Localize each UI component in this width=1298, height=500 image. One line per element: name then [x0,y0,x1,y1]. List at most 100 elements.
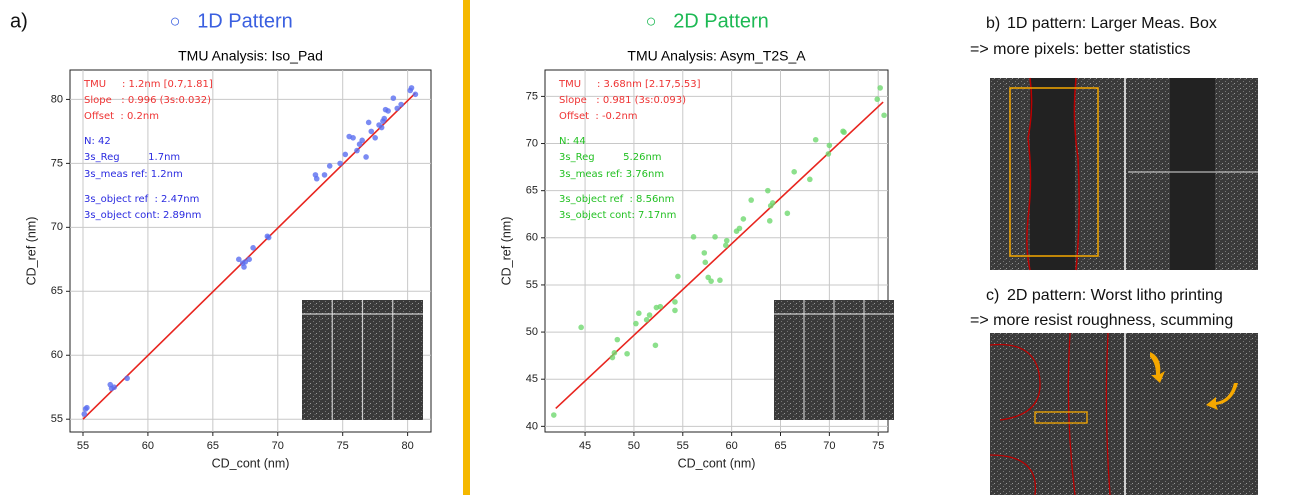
point [722,242,729,249]
y-tick-label: 65 [51,285,63,297]
meas-box [1009,87,1099,257]
x-axis-label: CD_cont (nm) [678,456,756,470]
point [740,216,747,222]
x-axis-label: CD_cont (nm) [212,456,290,470]
point [241,264,247,270]
point [313,175,320,182]
point [812,136,819,143]
side-text: => more resist roughness, scumming [970,312,1233,329]
annotation: Offset : -0.2nm [559,111,638,122]
annotation: 3s_Reg 1.7nm [84,152,180,163]
x-tick-label: 50 [628,440,640,452]
annotation: 3s_meas ref: 1.2nm [84,169,183,180]
contour [1026,77,1080,271]
point [881,112,887,119]
point [368,128,375,135]
sem-image [990,333,1258,495]
arrow [1206,383,1238,410]
side-label: b) [986,15,1000,32]
annotation: Slope : 0.981 (3s:0.093) [559,95,686,106]
point [643,317,650,323]
point [342,151,349,158]
side-panel-b: b) 1D pattern: Larger Meas. Box => more … [970,15,1258,271]
point [350,134,356,141]
annotation: 3s_meas ref: 3.76nm [559,169,664,180]
fit-line [82,92,416,420]
y-tick-label: 50 [526,326,538,338]
point [675,273,681,280]
y-tick-label: 80 [51,93,63,105]
point [250,245,256,251]
y-tick-label: 70 [51,221,63,233]
divider [463,0,470,495]
annotation: Slope : 0.996 (3s:0.032) [84,95,211,106]
x-tick-label: 70 [272,440,284,452]
side-text: 1D pattern: Larger Meas. Box [1007,15,1217,32]
point [378,124,385,131]
y-tick-label: 40 [526,420,538,432]
point [354,147,360,154]
point [412,91,419,98]
y-tick-label: 60 [526,232,538,244]
line-dark [1030,78,1075,270]
point [394,105,401,112]
point [550,412,557,418]
annotation: 3s_object ref : 8.56nm [559,194,674,205]
y-tick-label: 75 [51,157,63,169]
header-title: 2D Pattern [673,10,769,32]
x-tick-label: 65 [207,440,219,452]
point [408,85,415,91]
header-marker: ○ [646,11,657,31]
chart-title: TMU Analysis: Asym_T2S_A [627,48,806,64]
point [712,234,718,240]
point [690,234,697,240]
meas-box [1034,411,1088,424]
point [365,119,372,126]
annotation: TMU : 3.68nm [2.17,5.53] [558,79,701,90]
y-axis-label: CD_ref (nm) [499,217,513,286]
annotation: Offset : 0.2nm [84,111,159,122]
point [236,256,242,263]
point [825,151,832,157]
point [791,169,797,175]
annotation: 3s_object cont: 7.17nm [559,210,676,221]
point [646,312,653,318]
point [385,108,391,114]
y-tick-label: 70 [526,137,538,149]
point [578,324,584,331]
x-tick-label: 65 [774,440,786,452]
point [611,350,618,356]
y-tick-label: 55 [526,279,538,291]
point [398,101,404,108]
point [381,115,388,122]
point [81,411,88,417]
annotation: 3s_object ref : 2.47nm [84,194,199,205]
point [736,225,743,232]
point [702,259,709,266]
point [877,85,883,91]
side-text: => more pixels: better statistics [970,41,1191,58]
y-tick-label: 55 [51,413,63,425]
annotation: TMU : 1.2nm [0.7,1.81] [83,79,213,90]
y-tick-label: 60 [51,349,63,361]
point [624,350,630,357]
point [265,234,272,241]
x-tick-label: 75 [872,440,884,452]
side-panel-c: c) 2D pattern: Worst litho printing => m… [970,287,1258,496]
point [766,218,773,224]
point [657,303,664,310]
annotation: 3s_Reg 5.26nm [559,152,662,163]
point [672,307,678,314]
point [874,96,881,103]
point [769,200,776,206]
arrow [1150,352,1165,383]
y-tick-label: 65 [526,185,538,197]
point [841,129,847,136]
y-tick-label: 75 [526,90,538,102]
annotation: N: 44 [559,136,586,147]
x-tick-label: 60 [142,440,154,452]
point [246,256,253,263]
x-tick-label: 55 [677,440,689,452]
line-dark [1170,78,1215,270]
